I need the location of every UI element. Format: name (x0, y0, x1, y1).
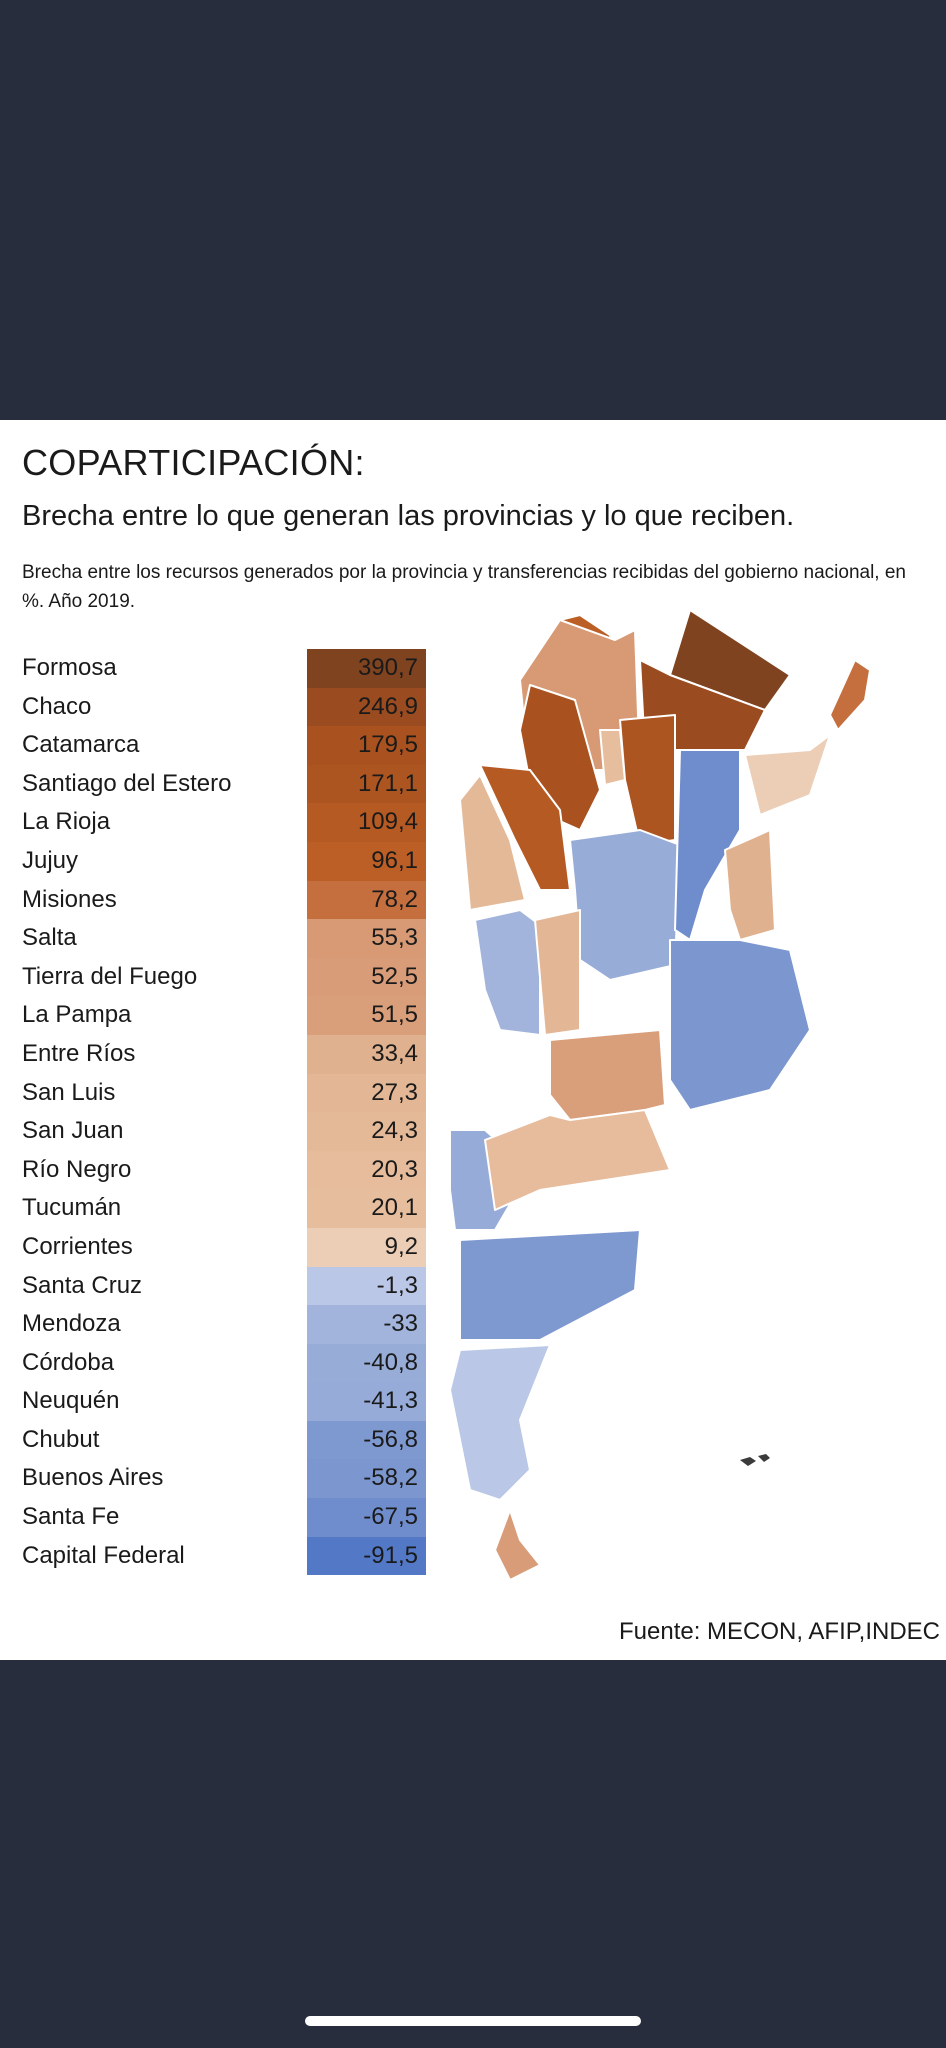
province-value-cell: 20,1 (307, 1189, 426, 1228)
map-region-santa-cruz (449, 1344, 551, 1501)
map-region-la-rioja (479, 764, 571, 891)
map-region-misiones (829, 659, 871, 731)
province-value-cell: 33,4 (307, 1034, 426, 1074)
province-name: Tierra del Fuego (22, 962, 198, 990)
map-region-mendoza (474, 909, 541, 1036)
map-region-santiago-del-estero (619, 714, 676, 846)
source-note: Fuente: MECON, AFIP,INDEC (619, 1618, 940, 1645)
province-value-cell: -1,3 (307, 1266, 426, 1306)
province-name: Santa Fe (22, 1503, 120, 1531)
province-name: Entre Ríos (22, 1039, 136, 1067)
province-name: Santa Cruz (22, 1271, 143, 1299)
province-name: Catamarca (22, 731, 140, 759)
province-name: Mendoza (22, 1310, 121, 1338)
province-value-cell: 20,3 (307, 1150, 426, 1190)
province-name: Chaco (22, 692, 92, 720)
infographic-card: COPARTICIPACIÓN: Brecha entre lo que gen… (0, 420, 946, 1660)
province-name: Capital Federal (22, 1541, 185, 1569)
province-name: San Juan (22, 1117, 124, 1145)
map-region-chubut (459, 1229, 641, 1341)
province-value-cell: -58,2 (307, 1459, 426, 1499)
map-region-tierra-del-fuego (494, 1509, 541, 1581)
province-name: Formosa (22, 654, 117, 681)
province-name: Córdoba (22, 1348, 115, 1376)
home-indicator[interactable] (305, 2016, 641, 2026)
province-name: Corrientes (22, 1232, 133, 1260)
province-value-cell: 96,1 (307, 841, 426, 881)
province-value-cell: 171,1 (307, 764, 426, 804)
province-value-cell: -56,8 (307, 1420, 426, 1460)
province-value-cell: 55,3 (307, 919, 426, 958)
province-name: Neuquén (22, 1387, 120, 1415)
map-region-cordoba (569, 829, 681, 981)
province-name: Santiago del Estero (22, 769, 232, 797)
map-region-santa-fe (674, 749, 741, 941)
province-name: San Luis (22, 1078, 116, 1106)
province-name: Buenos Aires (22, 1464, 164, 1492)
province-value-cell: -41,3 (307, 1382, 426, 1421)
province-value-cell: -91,5 (307, 1536, 426, 1576)
province-value-cell: 179,5 (307, 726, 426, 765)
province-value-cell: 390,7 (307, 649, 426, 688)
province-value-cell: 52,5 (307, 957, 426, 997)
province-name: Jujuy (22, 846, 79, 874)
province-value-cell: 109,4 (307, 803, 426, 842)
map-region-rio-negro (484, 1109, 671, 1211)
province-value-cell: 9,2 (307, 1227, 426, 1267)
map-region-san-luis (534, 909, 581, 1036)
map-region-corrientes (744, 734, 831, 816)
page-title: COPARTICIPACIÓN: (22, 442, 365, 483)
map-region-san-juan (459, 774, 526, 911)
province-name: Misiones (22, 885, 117, 913)
argentina-choropleth-map (449, 609, 871, 1581)
province-value-cell: 246,9 (307, 687, 426, 727)
province-name: La Rioja (22, 808, 111, 836)
province-value-cell: -67,5 (307, 1498, 426, 1537)
malvinas-islands (740, 1454, 770, 1466)
province-value-cell: -40,8 (307, 1343, 426, 1383)
province-name: Río Negro (22, 1155, 132, 1183)
province-value-cell: 78,2 (307, 880, 426, 920)
chart-description: Brecha entre los recursos generados por … (22, 562, 907, 612)
province-name: Chubut (22, 1425, 100, 1453)
province-name: Salta (22, 924, 77, 952)
province-value-cell: 27,3 (307, 1073, 426, 1113)
map-region-la-pampa (549, 1029, 666, 1121)
page-subtitle: Brecha entre lo que generan las provinci… (22, 500, 795, 532)
province-value-cell: -33 (307, 1305, 426, 1344)
province-name: Tucumán (22, 1194, 122, 1222)
province-value-cell: 24,3 (307, 1112, 426, 1151)
map-region-entre-rios (724, 829, 776, 941)
province-value-cell: 51,5 (307, 996, 426, 1035)
province-name: La Pampa (22, 1001, 132, 1029)
map-region-buenos-aires (669, 939, 811, 1111)
